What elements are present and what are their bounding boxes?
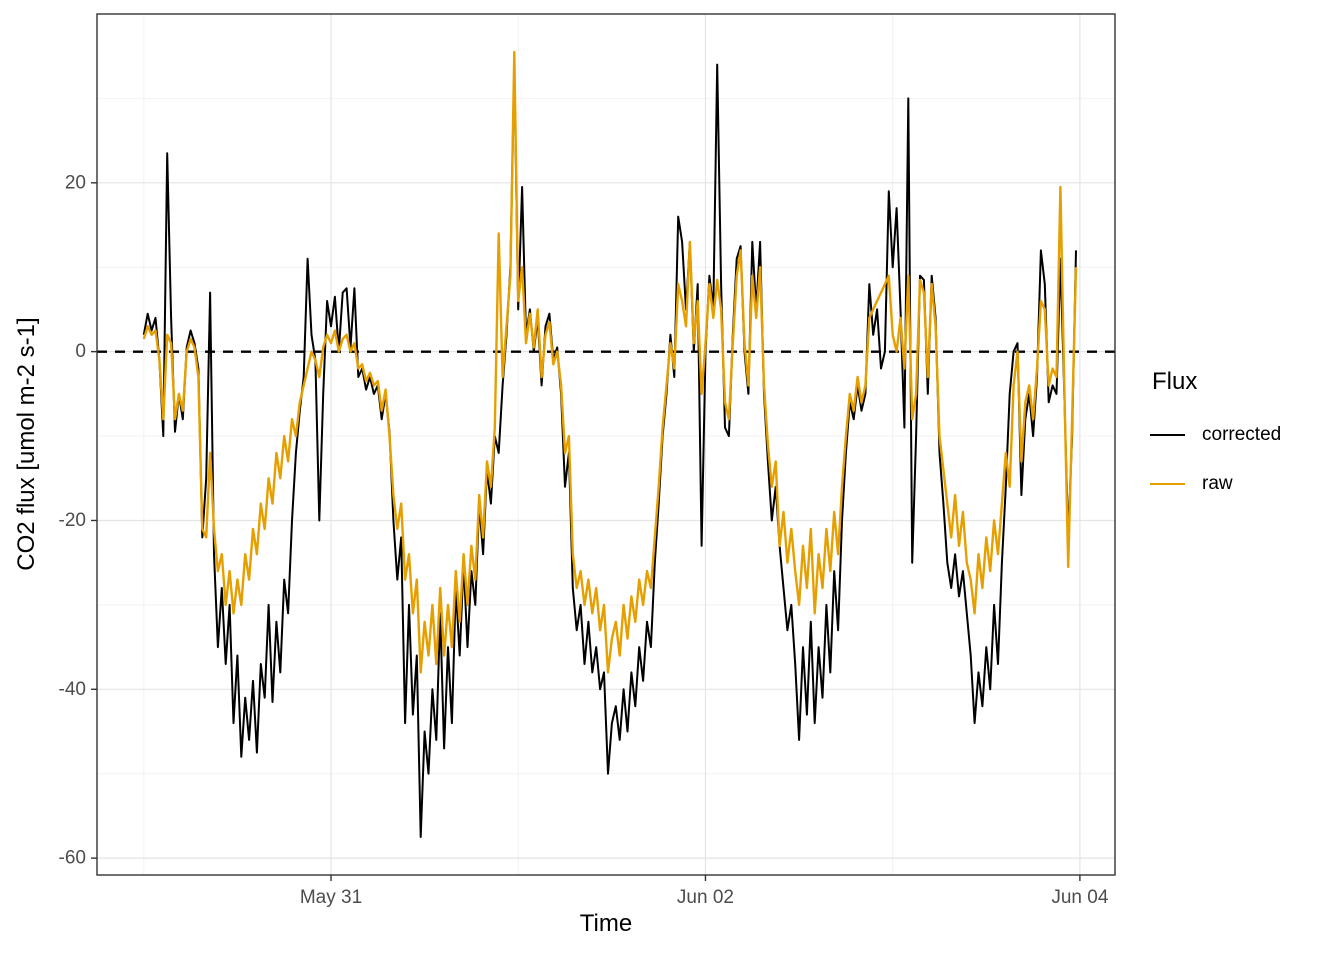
y-tick-label: 0: [75, 341, 86, 362]
legend-entry-corrected: corrected: [1150, 410, 1281, 459]
x-tick-label: Jun 04: [1051, 887, 1108, 908]
legend-entry-raw: raw: [1150, 459, 1281, 508]
series-line-raw: [142, 50, 1078, 674]
y-tick-label: -60: [59, 848, 86, 869]
legend-entries: corrected raw: [1150, 410, 1281, 508]
x-axis-title: Time: [579, 910, 633, 937]
y-tick-label: -40: [59, 679, 86, 700]
panel-border: [96, 13, 1116, 876]
legend-label: raw: [1202, 472, 1233, 494]
legend-key-line-corrected: [1150, 433, 1185, 436]
y-tick-label: 20: [65, 172, 86, 193]
legend-title: Flux: [1152, 368, 1198, 395]
legend-label: corrected: [1202, 423, 1282, 445]
legend-key-line-raw: [1150, 482, 1185, 485]
x-tick-label: Jun 02: [677, 887, 734, 908]
y-tick-label: -20: [59, 510, 86, 531]
legend: Flux corrected raw: [1150, 368, 1281, 508]
x-tick-label: May 31: [300, 887, 362, 908]
y-axis-title: CO2 flux [umol m-2 s-1]: [13, 317, 40, 571]
